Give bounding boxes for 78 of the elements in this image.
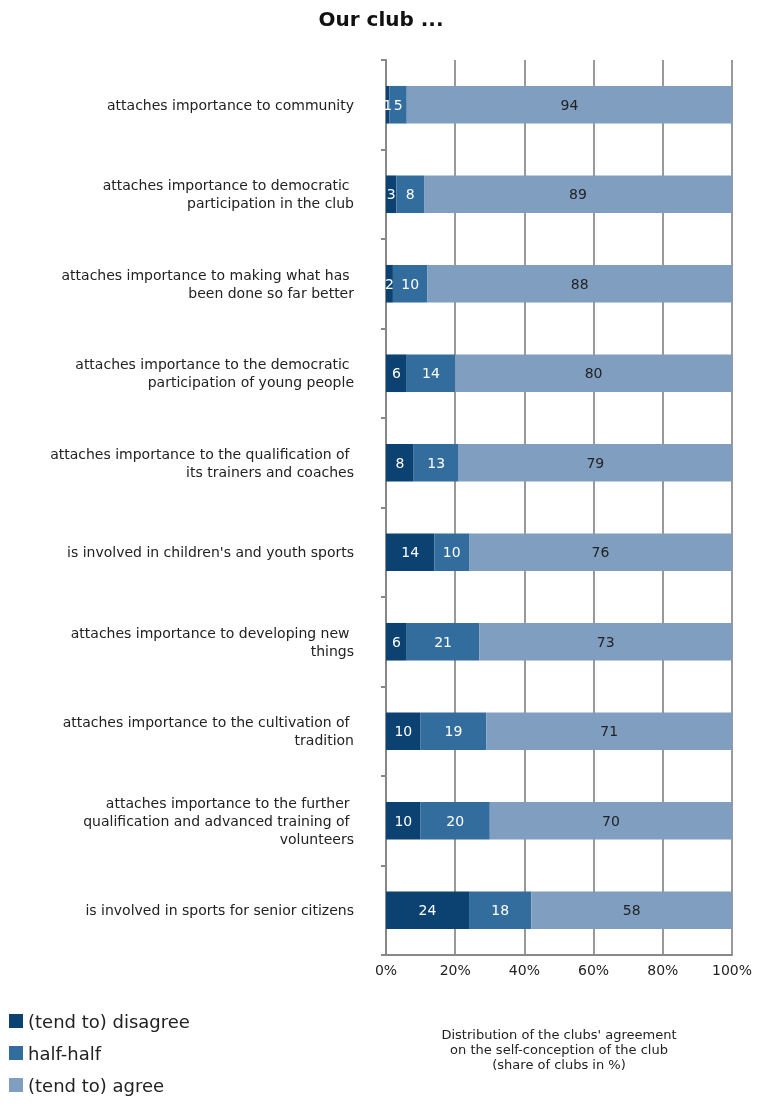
bar: [406, 622, 480, 661]
data-label: 13: [427, 454, 446, 471]
data-label: 1: [383, 96, 393, 113]
data-label: 76: [591, 544, 610, 561]
data-label: 10: [442, 544, 461, 561]
data-label: 18: [491, 902, 510, 919]
bar: [486, 712, 732, 751]
bar: [386, 712, 421, 751]
data-label: 70: [601, 812, 620, 829]
x-tick-label: 20%: [439, 962, 471, 978]
data-label: 8: [395, 454, 405, 471]
bar: [469, 533, 732, 572]
bar: [455, 354, 732, 393]
data-label: 10: [394, 812, 413, 829]
bar: [531, 891, 732, 930]
bar: [479, 622, 732, 661]
data-label: 10: [401, 275, 420, 292]
bar: [406, 85, 732, 124]
data-label: 80: [584, 365, 603, 382]
y-tick-label: attaches importance to the cultivation of tradition: [62, 714, 354, 749]
bar: [396, 175, 425, 214]
legend-label: half-half: [28, 1042, 102, 1064]
bar: [386, 443, 414, 482]
y-tick-label: is involved in children's and youth sports: [67, 544, 354, 561]
x-tick-label: 60%: [578, 962, 610, 978]
data-label: 20: [446, 812, 465, 829]
bar: [392, 264, 428, 303]
legend-label: (tend to) disagree: [28, 1010, 190, 1032]
data-label: 10: [394, 723, 413, 740]
y-tick-label: attaches importance to making what has been done so far better: [61, 266, 355, 301]
data-label: 89: [569, 186, 587, 203]
bar: [406, 354, 456, 393]
data-label: 94: [560, 96, 579, 113]
bar: [424, 175, 732, 214]
y-tick-label: attaches importance to community: [107, 96, 354, 113]
bar: [420, 712, 487, 751]
bar: [427, 264, 732, 303]
y-tick-label: attaches importance to developing new things: [70, 624, 354, 659]
bar: [489, 801, 732, 840]
bar: [434, 533, 470, 572]
data-label: 5: [393, 96, 403, 113]
bar: [386, 801, 421, 840]
bar: [386, 533, 435, 572]
y-tick-label: attaches importance to the further qualification and advanced training of volunteers: [83, 794, 354, 847]
data-label: 6: [391, 365, 401, 382]
data-label: 6: [391, 633, 401, 650]
data-label: 3: [386, 186, 396, 203]
legend-label: (tend to) agree: [28, 1074, 165, 1096]
bar: [420, 801, 490, 840]
x-tick-label: 0%: [374, 962, 398, 978]
data-label: 14: [401, 544, 420, 561]
data-label: 71: [600, 723, 619, 740]
bar: [386, 891, 470, 930]
bar: [386, 354, 407, 393]
data-label: 14: [422, 365, 440, 382]
x-axis-title: Distribution of the clubs' agreement on the self-conception of the club (share of clubs in %): [441, 1027, 677, 1072]
bar: [469, 891, 532, 930]
data-label: 58: [622, 902, 641, 919]
bar: [458, 443, 732, 482]
y-tick-label: is involved in sports for senior citizens: [85, 902, 354, 919]
chart-title: Our club ...: [318, 7, 444, 31]
x-tick-label: 40%: [508, 962, 540, 978]
data-label: 19: [444, 723, 463, 740]
y-tick-label: attaches importance to democratic participation in the club: [102, 177, 355, 212]
data-label: 8: [405, 186, 415, 203]
data-label: 2: [385, 275, 394, 292]
data-label: 79: [586, 454, 605, 471]
bar: [389, 85, 407, 124]
y-tick-label: attaches importance to the democratic participation of young people: [75, 356, 354, 391]
data-label: 21: [434, 633, 452, 650]
bar: [386, 622, 407, 661]
data-label: 88: [570, 275, 589, 292]
x-tick-label: 100%: [711, 962, 753, 978]
x-tick-label: 80%: [647, 962, 679, 978]
data-label: 73: [596, 633, 615, 650]
y-tick-label: attaches importance to the qualification of its trainers and coaches: [50, 445, 354, 480]
bar: [413, 443, 459, 482]
data-label: 24: [418, 902, 437, 919]
